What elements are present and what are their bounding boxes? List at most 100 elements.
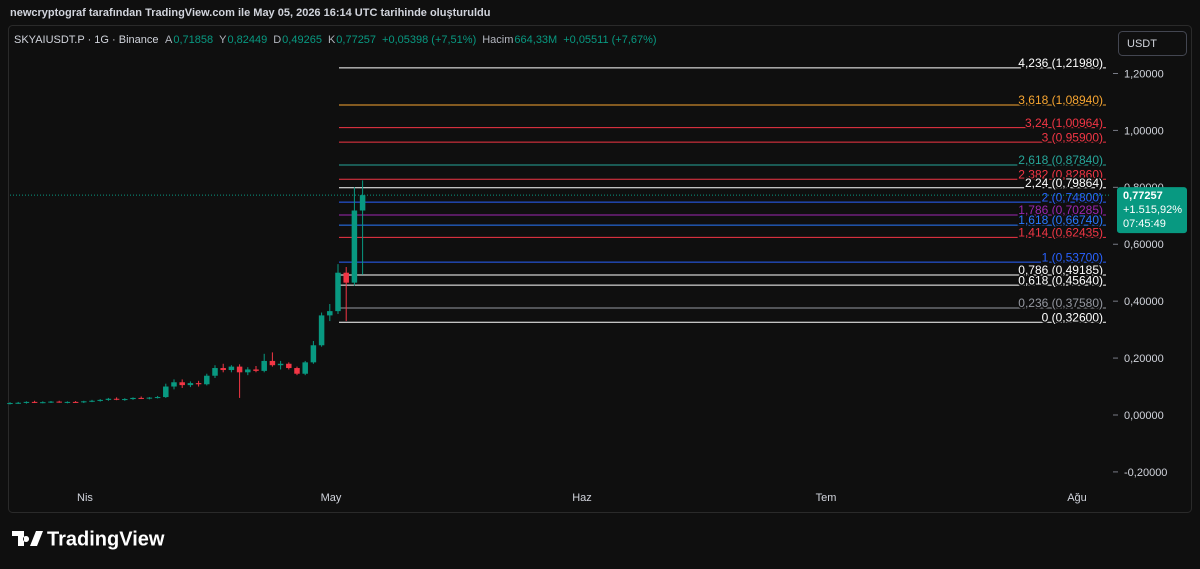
candle-body: [154, 397, 161, 399]
fib-label: 2,24 (0,79864): [1025, 176, 1103, 190]
candle-body: [138, 397, 144, 399]
candle-body: [130, 397, 136, 400]
candle-body: [277, 363, 284, 366]
candle-body: [269, 360, 276, 366]
y-tick-label: 0,20000: [1124, 353, 1164, 365]
fib-label: 2,382 (0,82860): [1018, 167, 1103, 181]
fib-label: 2 (0,74800): [1042, 190, 1103, 204]
fib-label: 1,414 (0,62435): [1018, 225, 1103, 239]
field-value: 0,82449: [227, 34, 267, 46]
candle-body: [351, 210, 358, 283]
candle-body: [187, 383, 194, 386]
fib-label: 3 (0,95900): [1042, 130, 1103, 144]
candle-body: [310, 345, 317, 363]
fib-label: 3,24 (1,00964): [1025, 116, 1103, 130]
fib-label: 0,786 (0,49185): [1018, 263, 1103, 277]
candle-body: [204, 375, 210, 385]
price-change: +1.515,92%: [1123, 204, 1182, 216]
candle-body: [23, 401, 30, 403]
x-tick-label: Nis: [77, 492, 93, 504]
candle-body: [81, 401, 87, 403]
candle-body: [236, 366, 243, 373]
y-tick-label: -0,20000: [1124, 467, 1167, 479]
field-key: Y: [219, 34, 227, 46]
candle-body: [40, 402, 46, 404]
candle-body: [253, 369, 259, 371]
candle-body: [113, 398, 120, 400]
symbol[interactable]: SKYAIUSDT.P · 1G · Binance: [14, 34, 158, 46]
candle-body: [245, 369, 251, 373]
fib-label: 0 (0,32600): [1042, 310, 1103, 324]
candle-body: [15, 402, 21, 404]
y-tick-label: 0,60000: [1124, 239, 1164, 251]
logo: TradingView: [12, 528, 165, 550]
candle-body: [56, 401, 62, 403]
field-key: A: [165, 34, 173, 46]
x-tick-label: May: [321, 492, 342, 504]
x-tick-label: Ağu: [1067, 492, 1087, 504]
field-value: 664,33M: [514, 34, 557, 46]
candle-body: [72, 401, 79, 403]
y-tick-label: 1,20000: [1124, 68, 1164, 80]
y-tick-label: 0,00000: [1124, 410, 1164, 422]
fib-label: 0,236 (0,37580): [1018, 296, 1103, 310]
candle-body: [302, 362, 308, 374]
candle-body: [122, 399, 128, 401]
plot: -0,200000,000000,200000,400000,600000,80…: [7, 55, 1187, 504]
x-tick-label: Haz: [572, 492, 592, 504]
candle-body: [146, 397, 153, 399]
logo-icon: [12, 531, 43, 546]
brand: TradingView: [47, 528, 165, 550]
candle-body: [228, 366, 235, 371]
field-key: Hacim: [482, 34, 513, 46]
field-value: 0,71858: [173, 34, 213, 46]
candle-body: [318, 315, 325, 346]
price-value: 0,77257: [1123, 190, 1163, 202]
field-value: 0,77257: [336, 34, 376, 46]
fib-label: 1,786 (0,70285): [1018, 203, 1103, 217]
x-tick-label: Tem: [816, 492, 837, 504]
candle-body: [48, 401, 54, 403]
fib-label: 1 (0,53700): [1042, 250, 1103, 264]
candle-body: [220, 368, 226, 371]
y-tick-label: 1,00000: [1124, 125, 1164, 137]
candle-body: [261, 360, 267, 371]
price-countdown: 07:45:49: [1123, 218, 1166, 230]
candle-body: [89, 400, 95, 402]
candle-body: [327, 311, 333, 316]
candle-body: [97, 399, 103, 401]
header-title: newcryptograf tarafından TradingView.com…: [10, 7, 490, 19]
fib-label: 3,618 (1,08940): [1018, 93, 1103, 107]
price-box: [1117, 187, 1187, 234]
currency-button[interactable]: [1118, 31, 1187, 56]
candle-body: [7, 403, 13, 405]
candle-body: [212, 368, 218, 376]
y-tick-label: 0,40000: [1124, 296, 1164, 308]
field-value: +0,05398 (+7,51%): [382, 34, 476, 46]
field-value: 0,49265: [282, 34, 322, 46]
candle-body: [294, 368, 300, 374]
chart-panel: [8, 25, 1192, 513]
fib-label: 0,618 (0,45640): [1018, 273, 1103, 287]
field-key: K: [328, 34, 336, 46]
candle-body: [171, 382, 177, 387]
candle-body: [286, 363, 292, 369]
candle-body: [343, 272, 349, 283]
candle-body: [179, 382, 185, 386]
candle-body: [359, 195, 366, 211]
candle-body: [105, 398, 112, 400]
candle-body: [195, 383, 202, 385]
candle-body: [31, 401, 38, 403]
field-value: +0,05511 (+7,67%): [563, 34, 656, 46]
fib-label: 1,618 (0,66740): [1018, 213, 1103, 227]
fib-label: 4,236 (1,21980): [1018, 56, 1103, 70]
field-key: D: [273, 34, 281, 46]
candle-body: [64, 401, 71, 403]
currency-button-label[interactable]: USDT: [1127, 38, 1157, 50]
ohlc-fields: A 0,71858 Y 0,82449 D 0,49265 K 0,77257 +0,05398…: [165, 34, 657, 46]
fib-label: 2,618 (0,87840): [1018, 153, 1103, 167]
candle-body: [163, 386, 169, 398]
candle-body: [335, 272, 341, 312]
